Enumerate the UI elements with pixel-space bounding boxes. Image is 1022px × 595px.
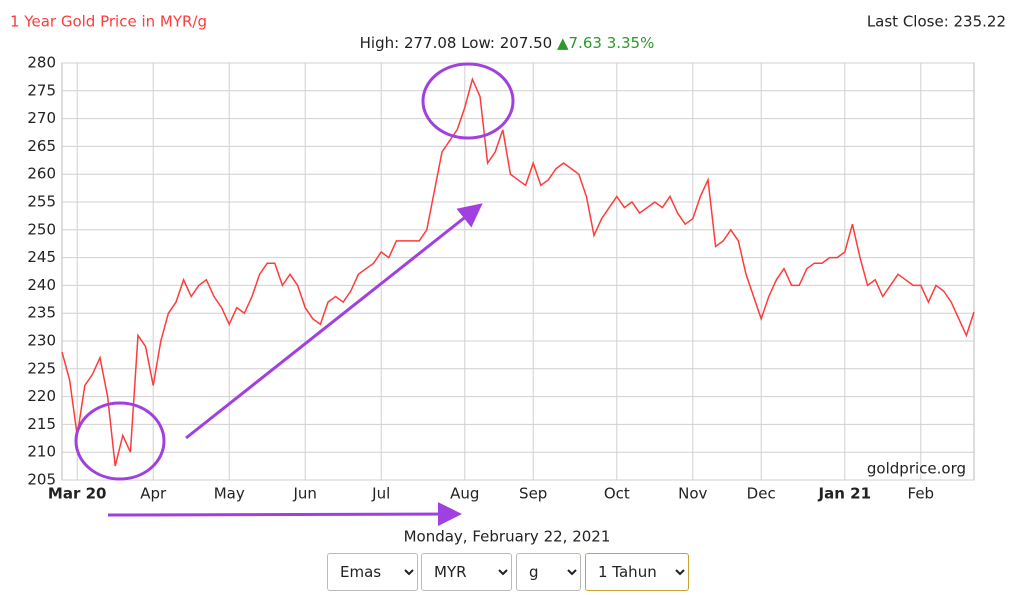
x-tick-label: Dec: [747, 485, 776, 503]
y-tick-label: 270: [27, 109, 56, 127]
y-tick-label: 260: [27, 165, 56, 183]
y-tick-label: 240: [27, 276, 56, 294]
y-tick-label: 215: [27, 415, 56, 433]
y-tick-label: 235: [27, 304, 56, 322]
y-tick-label: 265: [27, 137, 56, 155]
chart-title: 1 Year Gold Price in MYR/g: [10, 13, 207, 31]
arrow: [107, 502, 462, 527]
y-tick-label: 205: [27, 471, 56, 489]
watermark: goldprice.org: [867, 460, 966, 478]
high-low: High: 277.08 Low: 207.50: [360, 34, 553, 52]
currency-select[interactable]: MYR: [421, 553, 512, 591]
chart: 1 Year Gold Price in MYR/g Last Close: 2…: [10, 13, 1006, 546]
price-line: [61, 76, 975, 467]
x-tick-label: Oct: [604, 485, 630, 503]
y-tick-label: 275: [27, 81, 56, 99]
x-tick-label: Jan 21: [818, 485, 871, 503]
y-tick-label: 230: [27, 332, 56, 350]
date: Monday, February 22, 2021: [404, 528, 611, 546]
x-tick-label: Jun: [292, 485, 316, 503]
x-tick-label: Jul: [371, 485, 390, 503]
y-tick-label: 220: [27, 387, 56, 405]
x-tick-label: Aug: [450, 485, 479, 503]
y-tick-label: 225: [27, 359, 56, 377]
x-tick-label: Feb: [908, 485, 935, 503]
x-tick-label: Mar 20: [48, 485, 107, 503]
y-tick-label: 255: [27, 193, 56, 211]
last-close: Last Close: 235.22: [867, 13, 1006, 31]
change: ▲7.63 3.35%: [557, 34, 654, 52]
arrow: [185, 203, 483, 440]
x-tick-label: May: [214, 485, 245, 503]
y-tick-label: 280: [27, 54, 56, 72]
highlight-circle: [74, 401, 166, 481]
plot-area: 205 210 215 220 225 230 235 240 245 250 255 260 265 2…: [27, 54, 975, 503]
plot-border: [61, 62, 975, 481]
x-tick-label: Apr: [140, 485, 167, 503]
x-tick-label: Sep: [519, 485, 547, 503]
y-tick-label: 250: [27, 220, 56, 238]
subtitle: High: 277.08 Low: 207.50 ▲7.63 3.35%: [360, 34, 655, 52]
y-tick-label: 245: [27, 248, 56, 266]
x-tick-label: Nov: [678, 485, 707, 503]
highlight-circle: [421, 62, 515, 140]
unit-select[interactable]: g: [516, 553, 581, 591]
metal-select[interactable]: Emas: [327, 553, 418, 591]
period-select[interactable]: 1 Tahun: [585, 553, 689, 591]
y-tick-label: 210: [27, 443, 56, 461]
